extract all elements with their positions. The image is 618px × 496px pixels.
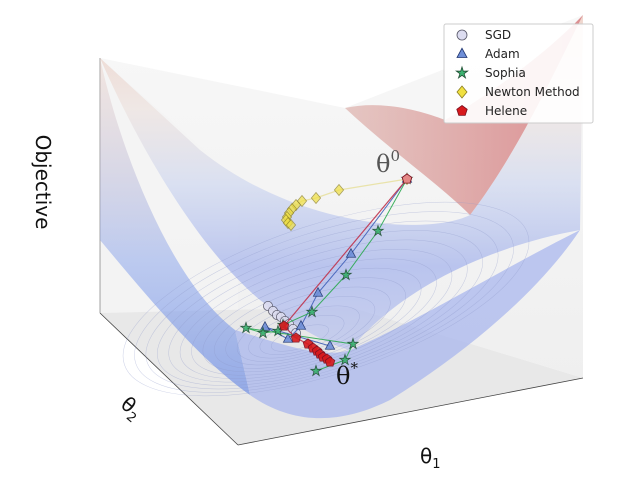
data-point-adam [345,247,357,258]
axis-line [237,377,584,446]
legend-label-newton-method: Newton Method [485,85,580,99]
optimum-superscript: * [350,359,358,377]
data-point-adam [295,319,307,330]
data-point-sophia [371,224,385,237]
data-point-helene [278,320,290,331]
data-point-newton-method [285,218,297,232]
axis-line [99,312,239,446]
series-newton-method [280,172,413,232]
start-point-marker [401,173,413,184]
legend-item-newton-method: Newton Method [456,85,580,99]
data-point-sophia [309,364,323,377]
data-point-sophia [256,326,270,339]
data-point-newton-method [333,183,345,197]
contour-line [157,230,483,386]
surface-left-wall [100,58,250,395]
legend-marker-newton-method [456,85,468,99]
data-point-helene [324,356,336,367]
legend-marker-sophia [455,65,469,79]
data-point-helene [290,332,302,343]
data-point-sophia [305,305,319,318]
data-point-sophia [339,268,353,281]
surface-valley [235,230,580,419]
data-point-sophia [346,337,360,350]
legend-label-helene: Helene [485,104,527,118]
legend: SGD Adam Sophia Newton Method Helene [443,23,594,124]
legend-label-sophia: Sophia [485,66,526,80]
legend-item-sophia: Sophia [455,65,526,80]
contour-line [122,201,530,397]
x-axis-label: θ1 [420,444,441,472]
legend-marker-sgd [456,29,468,41]
legend-item-helene: Helene [456,104,527,118]
legend-item-adam: Adam [456,47,520,61]
start-point-label: θ0 [376,147,400,178]
data-point-newton-method [310,191,322,205]
legend-marker-helene [456,105,468,116]
data-point-adam [312,286,324,297]
data-point-sophia [239,321,253,334]
data-point-sophia [338,353,352,366]
legend-item-sgd: SGD [456,28,511,42]
legend-marker-adam [456,47,468,58]
contour-line [145,220,499,390]
legend-label-sgd: SGD [485,28,511,42]
series-helene [278,173,413,367]
z-axis-label: Objective [31,135,55,230]
data-point-adam [282,332,294,343]
x-axis-subscript: 1 [432,457,440,472]
contour-line [259,315,345,355]
start-point-superscript: 0 [390,147,400,165]
surface-contour-lines [122,201,530,397]
y-axis-label: θ2 [114,392,148,427]
series-adam [259,172,413,350]
legend-frame [443,23,594,124]
legend-label-adam: Adam [485,47,520,61]
surface-main [100,15,583,350]
optimum-label: θ* [336,359,358,390]
data-point-adam [324,339,336,350]
trajectories [239,172,414,377]
contour-line [134,211,514,393]
